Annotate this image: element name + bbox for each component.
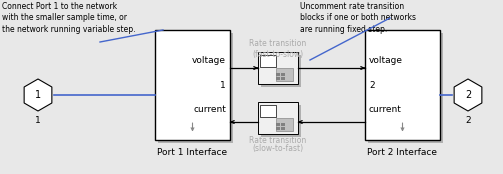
Polygon shape [24,79,52,111]
Bar [276,68,293,81]
Bar [277,77,280,80]
Bar [277,126,280,130]
Text: 2: 2 [465,90,471,100]
Bar [368,33,443,143]
Bar [155,30,230,140]
Bar [281,73,285,76]
Text: current: current [193,105,226,114]
Polygon shape [454,79,482,111]
Bar [276,118,293,131]
Bar [261,105,301,137]
Bar [365,30,440,140]
Bar [281,122,285,126]
Bar [261,105,276,117]
Bar [281,77,285,80]
Bar [261,55,276,67]
Bar [258,102,298,134]
Text: Rate transition: Rate transition [249,39,307,48]
Bar [281,126,285,130]
Text: voltage: voltage [369,56,403,65]
Text: Port 2 Interface: Port 2 Interface [368,148,438,157]
Text: Connect Port 1 to the network
with the smaller sample time, or
the network runni: Connect Port 1 to the network with the s… [2,2,135,34]
Text: (slow-to-fast): (slow-to-fast) [253,144,304,153]
Text: Rate transition: Rate transition [249,136,307,145]
Text: Uncomment rate transition
blocks if one or both networks
are running fixed step.: Uncomment rate transition blocks if one … [300,2,416,34]
Text: 1: 1 [35,116,41,125]
Text: 1: 1 [220,81,226,89]
Bar [158,33,233,143]
Text: 2: 2 [465,116,471,125]
Text: current: current [369,105,402,114]
Text: voltage: voltage [192,56,226,65]
Text: 1: 1 [35,90,41,100]
Bar [277,73,280,76]
Text: (fast-to-slow): (fast-to-slow) [253,50,304,59]
Bar [258,52,298,84]
Bar [277,122,280,126]
Text: 2: 2 [369,81,375,89]
Text: Port 1 Interface: Port 1 Interface [157,148,227,157]
Bar [261,55,301,87]
